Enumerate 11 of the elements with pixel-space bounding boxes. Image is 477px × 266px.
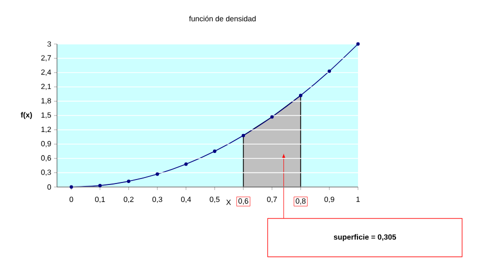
point [184,162,188,166]
point [242,134,246,138]
point [98,184,102,188]
point [126,180,130,183]
point [70,185,74,189]
point [356,42,360,46]
point [270,115,274,119]
point [298,94,302,98]
point [328,69,332,73]
point [156,172,160,176]
point [212,150,216,153]
